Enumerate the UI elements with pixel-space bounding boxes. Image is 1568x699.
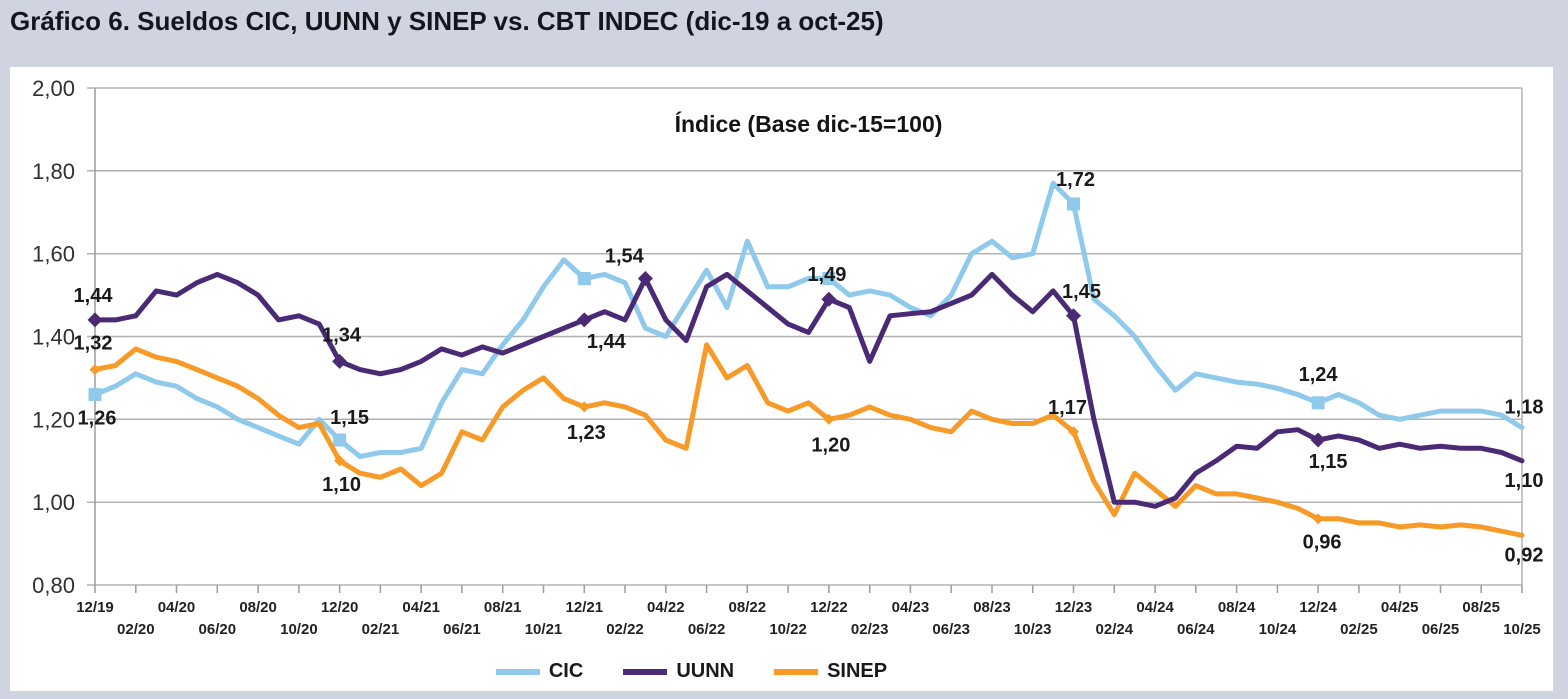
x-axis-label: 10/21: [525, 621, 563, 638]
cic-line: [92, 180, 1525, 460]
x-axis-label: 12/23: [1055, 599, 1093, 616]
x-axis-label: 04/22: [647, 599, 685, 616]
x-axis-label: 12/24: [1299, 599, 1337, 616]
data-label-sinep: 1,20: [811, 434, 850, 456]
y-axis-label: 1,20: [32, 407, 75, 432]
x-axis-label: 06/22: [688, 621, 726, 638]
sinep-marker: [1312, 513, 1324, 525]
uunn-marker: [1310, 432, 1326, 448]
x-axis-label: 06/23: [932, 621, 970, 638]
x-axis-label: 04/23: [892, 599, 930, 616]
data-label-cic: 1,18: [1505, 397, 1544, 419]
x-axis-label: 02/20: [117, 621, 155, 638]
data-label-uunn: 1,15: [1309, 451, 1348, 473]
uunn-marker: [821, 291, 837, 307]
x-axis-label: 10/24: [1259, 621, 1297, 638]
y-axis-label: 0,80: [32, 573, 75, 598]
data-label-cic: 1,54: [605, 246, 645, 268]
data-label-sinep: 1,32: [74, 333, 113, 355]
legend-item-sinep: SINEP: [774, 660, 887, 683]
x-axis-label: 08/24: [1218, 599, 1256, 616]
x-axis-label: 04/25: [1381, 599, 1419, 616]
x-axis-label: 04/20: [158, 599, 196, 616]
legend-label-cic: CIC: [548, 660, 584, 682]
x-axis-label: 08/25: [1462, 599, 1500, 616]
cic-line-swatch: [495, 668, 540, 675]
x-axis-label: 10/23: [1014, 621, 1052, 638]
cic-marker: [1067, 197, 1080, 211]
y-axis-label: 2,00: [32, 76, 75, 101]
sinep-marker: [578, 401, 590, 413]
legend-item-cic: CIC: [495, 660, 584, 683]
data-label-cic: 1,26: [78, 408, 117, 430]
x-axis-label: 04/21: [402, 599, 440, 616]
page-title: Gráfico 6. Sueldos CIC, UUNN y SINEP vs.…: [10, 6, 884, 36]
y-axis-label: 1,60: [32, 242, 75, 267]
chart-panel: 2,00 1,80 1,60 1,40 1,20 1,00 0,80 12/19 02/20 04…: [10, 67, 1553, 691]
legend-label-sinep: SINEP: [827, 660, 888, 682]
x-axis-label: 04/24: [1136, 599, 1174, 616]
legend-item-uunn: UUNN: [623, 660, 734, 683]
data-label-sinep: 0,96: [1303, 532, 1342, 554]
x-axis-label: 06/20: [199, 621, 237, 638]
uunn-marker: [1066, 308, 1081, 324]
x-axis-label: 10/25: [1503, 621, 1541, 638]
legend-label-uunn: UUNN: [676, 660, 735, 682]
x-axis-label: 06/21: [443, 621, 481, 638]
cic-marker: [88, 388, 102, 401]
chart-plot: 2,001,801,601,401,201,000,8012/1902/2004…: [32, 76, 1544, 638]
chart-inner-title: Índice (Base dic-15=100): [675, 110, 943, 137]
sinep-marker: [89, 364, 101, 376]
y-axis-label: 1,40: [32, 325, 75, 350]
x-axis-label: 08/21: [484, 599, 522, 616]
sinep-marker: [334, 455, 346, 467]
x-axis-label: 02/25: [1340, 621, 1378, 638]
x-axis-label: 12/20: [321, 599, 359, 616]
cic-marker: [333, 433, 347, 447]
uunn-marker: [87, 312, 103, 328]
y-axis-label: 1,80: [32, 159, 75, 184]
x-axis-label: 02/24: [1096, 621, 1134, 638]
chart-legend: CIC UUNN SINEP: [0, 660, 1463, 683]
data-label-sinep: 0,92: [1505, 544, 1544, 566]
x-axis-label: 08/23: [973, 599, 1011, 616]
data-label-sinep: 1,10: [322, 474, 361, 496]
cic-marker: [822, 272, 836, 285]
uunn-line-swatch: [623, 668, 668, 675]
x-axis-label: 12/19: [76, 599, 114, 616]
data-label-uunn: 1,10: [1505, 470, 1544, 492]
x-axis-label: 02/23: [851, 621, 889, 638]
sinep-marker: [1068, 426, 1079, 438]
uunn-marker: [637, 271, 653, 286]
data-label-cic: 1,72: [1056, 169, 1095, 191]
x-axis-label: 06/25: [1422, 621, 1460, 638]
x-axis-label: 06/24: [1177, 621, 1215, 638]
data-label-uunn: 1,34: [322, 324, 362, 346]
data-label-cic: 1,15: [330, 407, 369, 429]
x-axis-label: 10/22: [769, 621, 807, 638]
x-axis-label: 08/22: [729, 599, 767, 616]
cic-marker: [577, 272, 591, 285]
sinep-line-swatch: [774, 668, 819, 675]
x-axis-label: 08/20: [239, 599, 277, 616]
sinep-marker: [823, 413, 835, 425]
x-axis-label: 02/21: [362, 621, 400, 638]
cic-marker: [1311, 396, 1325, 410]
x-axis-label: 12/22: [810, 599, 848, 616]
data-label-sinep: 1,23: [567, 422, 606, 444]
data-label-cic: 1,24: [1299, 364, 1339, 386]
data-label-uunn: 1,44: [74, 285, 114, 307]
data-label-sinep: 1,17: [1048, 397, 1087, 419]
x-axis-label: 10/20: [280, 621, 318, 638]
data-label-uunn: 1,44: [587, 331, 627, 353]
sinep-line: [92, 342, 1525, 538]
uunn-line: [92, 271, 1525, 509]
data-label-uunn: 1,45: [1062, 281, 1101, 303]
x-axis-label: 02/22: [606, 621, 644, 638]
x-axis-label: 12/21: [566, 599, 604, 616]
uunn-marker: [576, 312, 592, 328]
data-label-uunn: 1,49: [807, 264, 846, 286]
y-axis-label: 1,00: [32, 490, 75, 515]
uunn-marker: [332, 353, 348, 369]
